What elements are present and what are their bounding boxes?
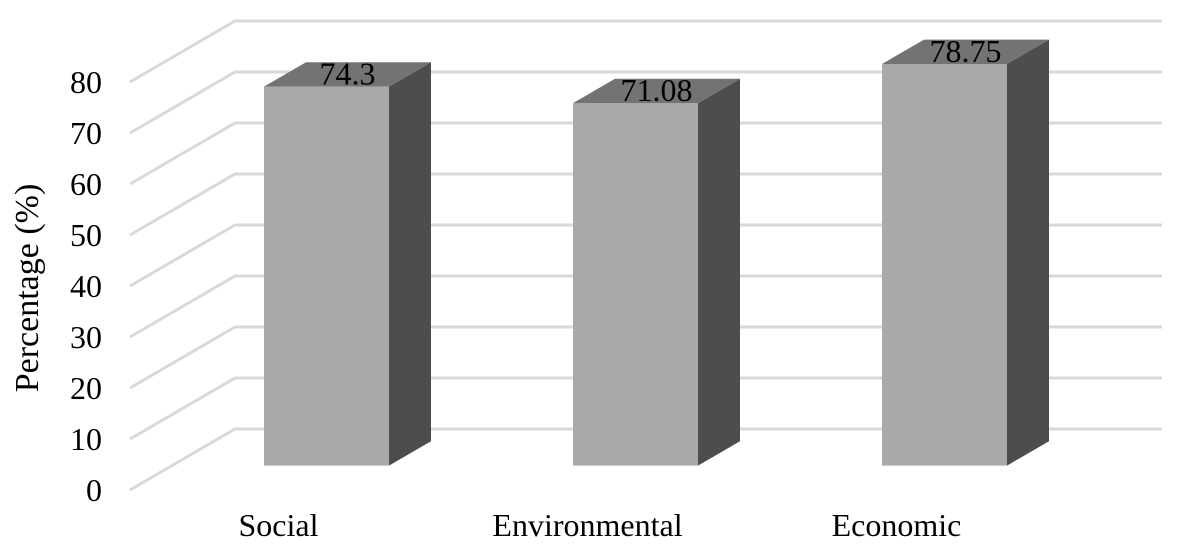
data-label: 78.75 [930,33,1002,69]
y-axis-title: Percentage (%) [9,184,46,393]
x-tick-label: Social [239,507,319,543]
bar-side [698,78,740,466]
y-tick-label: 50 [70,217,102,253]
y-tick-label: 40 [70,268,102,304]
y-tick-label: 20 [70,370,102,406]
gridline [129,325,1162,390]
gridline [129,223,1162,288]
bar-top [573,78,740,104]
x-tick-label: Economic [832,507,962,543]
gridline [129,70,1162,135]
bar-front [882,63,1007,466]
bar-top [264,62,431,87]
bar-front [264,86,389,466]
y-tick-label: 60 [70,166,102,202]
bars [264,39,1049,466]
y-tick-label: 0 [86,472,102,508]
gridline [129,172,1162,237]
gridline [129,427,1162,492]
y-tick-label: 10 [70,421,102,457]
bar-side [389,62,431,466]
y-tick-label: 80 [70,64,102,100]
bar-side [1007,39,1049,466]
gridline [129,19,1162,84]
gridline [129,274,1162,339]
bar-top [882,39,1049,64]
y-tick-label: 30 [70,319,102,355]
x-tick-label: Environmental [492,507,682,543]
data-label: 71.08 [621,72,693,108]
gridline [129,121,1162,186]
bar-front [573,103,698,466]
gridline [129,376,1162,441]
gridlines [129,19,1162,492]
data-label: 74.3 [320,55,376,91]
y-tick-label: 70 [70,115,102,151]
labels: 0 10 20 30 40 50 60 70 80 74.3 Social 71.08 Environm… [70,33,1002,543]
